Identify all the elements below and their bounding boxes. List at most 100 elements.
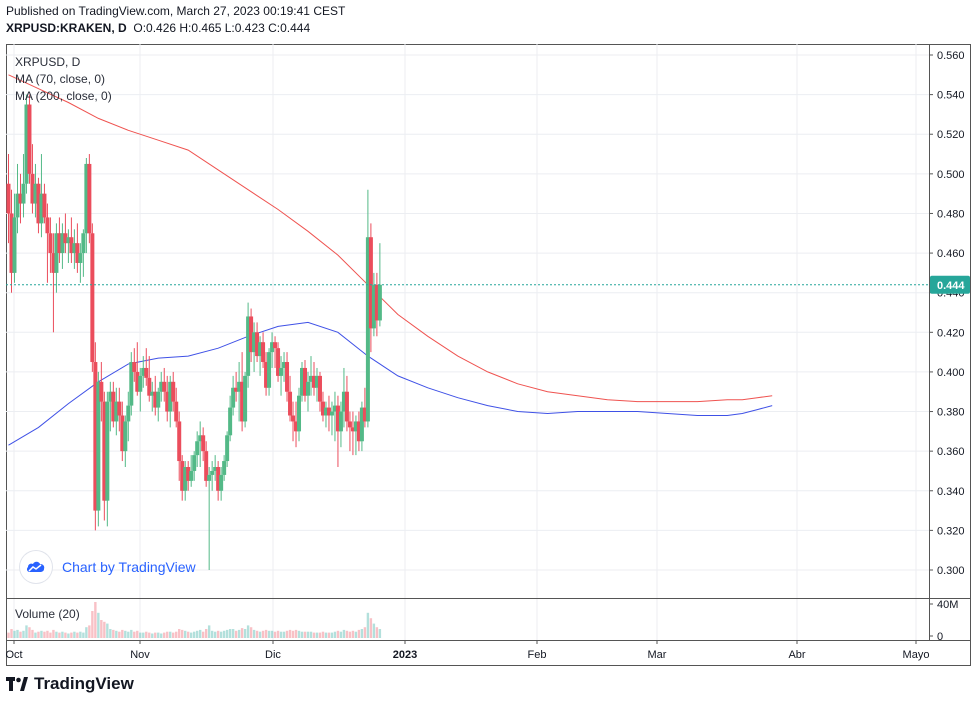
volume-bar xyxy=(100,620,103,638)
candle-body xyxy=(332,405,337,412)
candle-body xyxy=(120,415,125,452)
volume-bar xyxy=(357,629,361,638)
candle-body xyxy=(201,435,206,452)
candle-body xyxy=(285,362,290,392)
candle-body xyxy=(27,104,32,174)
tradingview-logo-icon xyxy=(6,677,28,691)
candle-body xyxy=(69,237,74,254)
volume-bar xyxy=(160,633,163,638)
candle-body xyxy=(159,381,164,392)
time-tick-label: Mar xyxy=(648,649,667,661)
volume-bar xyxy=(148,632,151,638)
candle-body xyxy=(42,193,47,218)
candle-body xyxy=(291,415,296,422)
chart-by-tradingview-link[interactable]: Chart by TradingView xyxy=(20,551,196,583)
volume-bar xyxy=(315,632,319,638)
candle-body xyxy=(105,401,110,501)
time-axis-ticks: Oct Nov Dic 2023 Feb Mar Abr Mayo xyxy=(5,640,929,661)
volume-bar xyxy=(261,630,265,638)
price-tick-label: 0.360 xyxy=(937,446,965,458)
candle-body xyxy=(240,381,245,422)
volume-bar xyxy=(366,612,370,638)
volume-bar xyxy=(300,631,304,638)
volume-bar xyxy=(16,629,19,638)
volume-bar xyxy=(127,631,130,638)
volume-bar xyxy=(312,632,316,638)
volume-bar xyxy=(198,629,202,638)
candle-body xyxy=(75,243,80,263)
volume-bar xyxy=(73,631,76,638)
price-tick-label: 0.420 xyxy=(937,327,965,339)
candle-body xyxy=(144,367,149,378)
volume-bar xyxy=(163,632,166,638)
volume-bar xyxy=(115,630,118,638)
price-tick-label: 0.560 xyxy=(937,50,965,62)
candle-body xyxy=(138,375,143,392)
volume-bar xyxy=(169,631,172,638)
price-tick-label: 0.400 xyxy=(937,367,965,379)
volume-bar xyxy=(195,630,199,638)
candle-body xyxy=(168,381,173,412)
volume-bar xyxy=(118,631,121,638)
volume-bar xyxy=(94,602,97,638)
volume-bar xyxy=(172,632,175,638)
candle-body xyxy=(111,391,116,422)
volume-bar xyxy=(339,631,343,638)
candle-body xyxy=(135,371,140,392)
candle-body xyxy=(6,183,11,214)
volume-bar xyxy=(61,631,64,638)
candle-body xyxy=(207,474,212,481)
legend-symbol: XRPUSD, D xyxy=(15,55,81,69)
candle-body xyxy=(177,421,182,462)
volume-bar xyxy=(201,631,205,638)
price-tick-label: 0.380 xyxy=(937,407,965,419)
volume-bar xyxy=(204,629,208,638)
volume-bar xyxy=(103,621,106,638)
candle-body xyxy=(377,284,382,321)
volume-bar xyxy=(252,629,256,638)
candle-body xyxy=(273,342,278,349)
candle-body xyxy=(303,367,308,396)
time-tick-label: Mayo xyxy=(903,649,930,661)
candle-body xyxy=(311,375,316,388)
candle-body xyxy=(18,193,23,204)
legend-volume: Volume (20) xyxy=(15,607,80,621)
candlesticks xyxy=(6,94,382,570)
candle-body xyxy=(174,401,179,422)
volume-bar xyxy=(67,633,70,638)
volume-bar xyxy=(7,632,10,638)
volume-bar xyxy=(267,630,271,638)
volume-bars xyxy=(7,602,382,638)
volume-bar xyxy=(222,630,226,638)
candle-body xyxy=(350,427,355,432)
candle-body xyxy=(81,233,86,254)
candle-body xyxy=(368,237,373,329)
volume-bar xyxy=(213,631,217,638)
volume-bar xyxy=(273,631,277,638)
candle-body xyxy=(306,381,310,396)
volume-bar xyxy=(142,632,145,638)
volume-bar xyxy=(276,630,280,638)
volume-bar xyxy=(82,632,85,638)
candle-body xyxy=(258,342,263,357)
candle-body xyxy=(102,401,107,501)
candle-body xyxy=(219,474,224,491)
volume-bar xyxy=(303,631,307,638)
candle-body xyxy=(335,405,340,432)
volume-bar xyxy=(70,632,73,638)
volume-bar xyxy=(49,632,52,638)
candle-body xyxy=(129,362,134,406)
volume-bar xyxy=(318,632,322,638)
candle-body xyxy=(192,455,197,471)
volume-bar xyxy=(321,631,325,638)
volume-bar xyxy=(22,630,25,638)
tradingview-brand[interactable]: TradingView xyxy=(6,674,134,694)
price-tick-label: 0.540 xyxy=(937,90,965,102)
candle-body xyxy=(261,342,266,363)
volume-bar xyxy=(91,611,94,638)
volume-bar xyxy=(285,630,289,638)
volume-bar xyxy=(351,630,355,638)
volume-bar xyxy=(297,630,301,638)
volume-bar xyxy=(282,631,286,638)
